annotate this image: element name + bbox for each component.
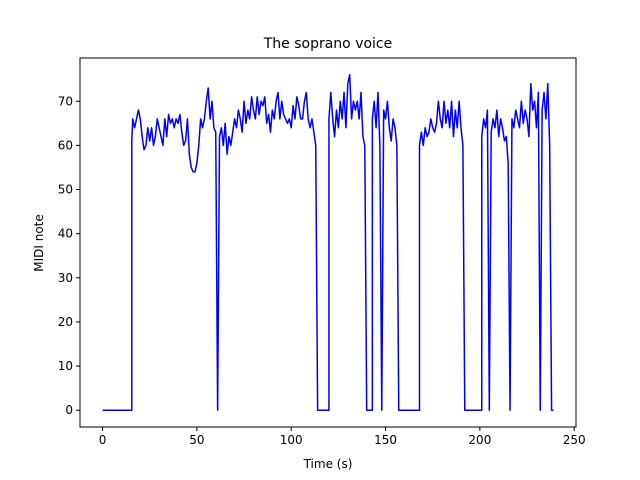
plot-area: 0 50 100 150 200 250 0 10 20 30 40 50 60 70	[58, 74, 586, 447]
y-tick-label: 30	[58, 271, 73, 285]
y-tick-label: 20	[58, 315, 73, 329]
data-line	[102, 74, 554, 411]
y-tick-label: 70	[58, 94, 73, 108]
axes-frame	[79, 57, 577, 428]
x-tick-label: 250	[563, 433, 586, 447]
x-tick-label: 100	[280, 433, 303, 447]
chart-title: The soprano voice	[263, 36, 393, 52]
x-tick-label: 0	[99, 433, 107, 447]
y-tick-label: 10	[58, 359, 73, 373]
x-tick-label: 150	[374, 433, 397, 447]
y-axis-label: MIDI note	[32, 214, 46, 272]
y-tick-label: 50	[58, 183, 73, 197]
x-tick-label: 50	[189, 433, 204, 447]
y-tick-label: 60	[58, 138, 73, 152]
x-tick-label: 200	[468, 433, 491, 447]
y-tick-label: 40	[58, 227, 73, 241]
x-axis-label: Time (s)	[303, 457, 353, 471]
y-tick-label: 0	[65, 403, 73, 417]
